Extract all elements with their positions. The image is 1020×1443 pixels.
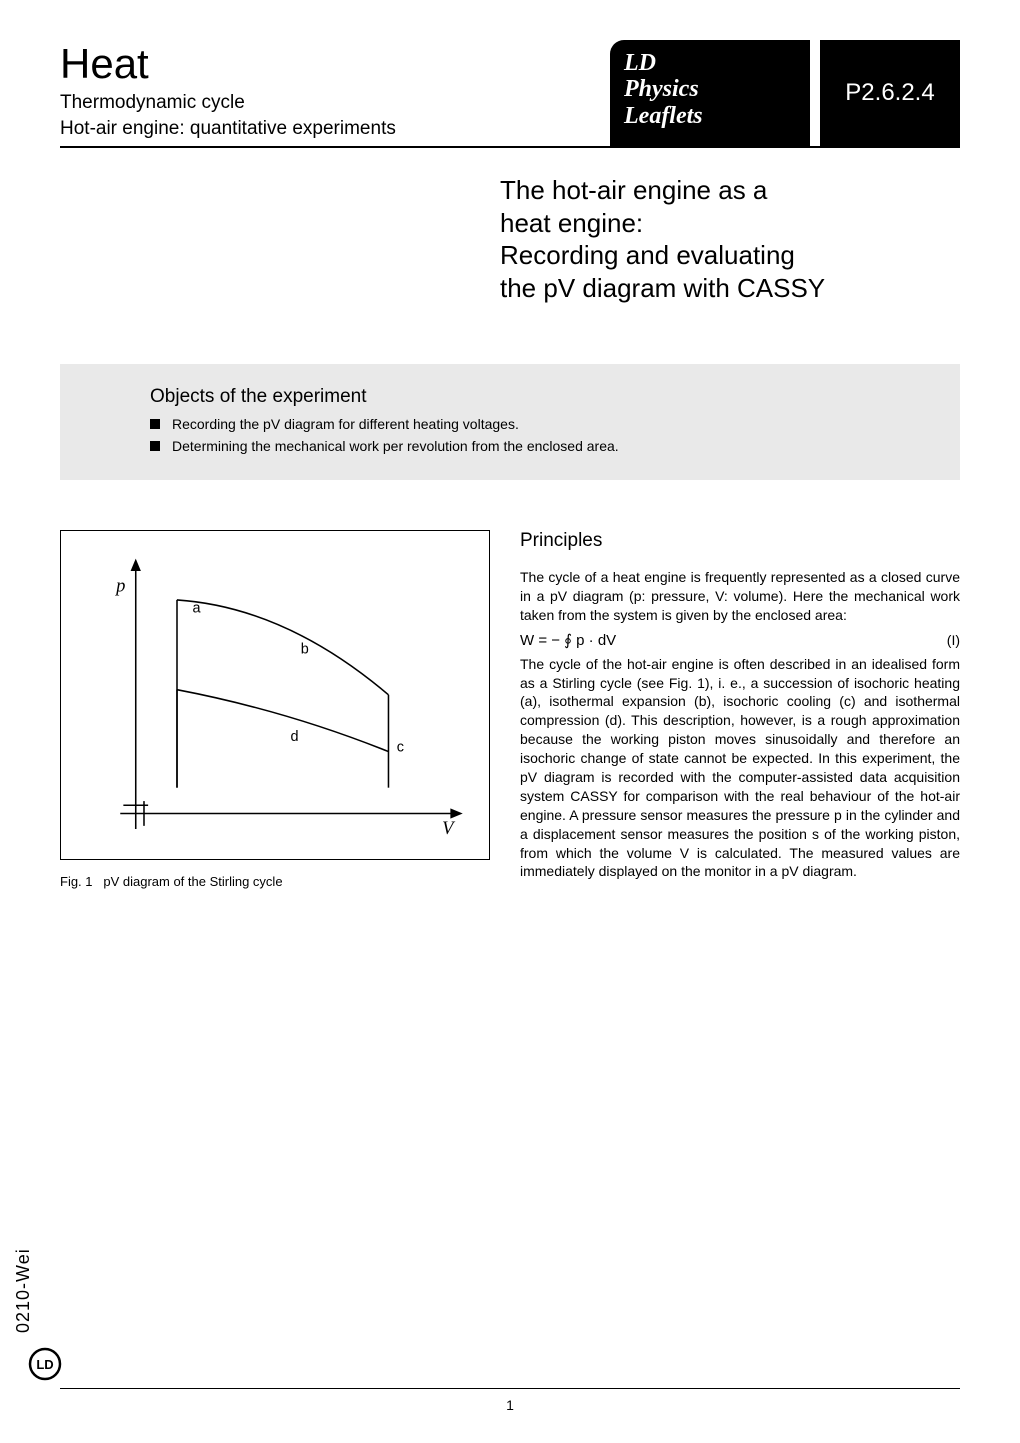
principles-heading: Principles [520, 530, 960, 552]
page-header: Heat Thermodynamic cycle Hot-air engine:… [60, 40, 960, 148]
axis-label-p: p [114, 576, 125, 597]
brand-box: LD Physics Leaflets [610, 40, 810, 146]
left-column: p V a b c d Fig. 1 pV diagram of the Sti… [60, 530, 490, 889]
v-axis-arrow-icon [450, 808, 462, 818]
axis-label-v: V [442, 818, 456, 839]
curve-label-d: d [290, 729, 298, 745]
objects-box: Objects of the experiment Recording the … [60, 364, 960, 480]
objects-list: Recording the pV diagram for different h… [150, 416, 932, 454]
subtitle-2: Hot-air engine: quantitative experiments [60, 118, 610, 140]
isotherm-top [177, 600, 388, 695]
exp-title-line-4: the pV diagram with CASSY [500, 272, 960, 305]
header-badges: LD Physics Leaflets P2.6.2.4 [610, 40, 960, 146]
equation-row: W = − ∮ p · dV (I) [520, 631, 960, 649]
figure-caption-label: Fig. 1 [60, 874, 93, 889]
equation-number: (I) [947, 632, 960, 648]
curve-label-b: b [301, 642, 309, 658]
brand-line-2: Physics [624, 76, 796, 102]
doc-code-side: 0210-Wei [13, 1248, 34, 1333]
equation: W = − ∮ p · dV [520, 631, 616, 649]
curve-label-c: c [397, 740, 404, 756]
experiment-title: The hot-air engine as a heat engine: Rec… [500, 174, 960, 304]
objects-item: Determining the mechanical work per revo… [150, 438, 932, 454]
header-left: Heat Thermodynamic cycle Hot-air engine:… [60, 40, 610, 146]
brand-line-1: LD [624, 50, 796, 76]
content-columns: p V a b c d Fig. 1 pV diagram of the Sti… [60, 530, 960, 889]
code-box: P2.6.2.4 [820, 40, 960, 146]
principles-para-1: The cycle of a heat engine is frequently… [520, 568, 960, 625]
footer-divider [60, 1388, 960, 1389]
figure-caption-text: pV diagram of the Stirling cycle [103, 874, 282, 889]
experiment-code: P2.6.2.4 [845, 79, 934, 107]
page-number: 1 [506, 1397, 514, 1413]
exp-title-line-1: The hot-air engine as a [500, 174, 960, 207]
objects-item: Recording the pV diagram for different h… [150, 416, 932, 432]
right-column: Principles The cycle of a heat engine is… [520, 530, 960, 889]
svg-text:LD: LD [36, 1357, 53, 1372]
figure-1: p V a b c d [60, 530, 490, 860]
exp-title-line-3: Recording and evaluating [500, 239, 960, 272]
pv-diagram-svg: p V a b c d [79, 549, 471, 851]
exp-title-line-2: heat engine: [500, 207, 960, 240]
isotherm-bottom [177, 690, 388, 752]
ld-logo-icon: LD [28, 1347, 62, 1381]
subtitle-1: Thermodynamic cycle [60, 92, 610, 114]
main-title: Heat [60, 40, 610, 88]
objects-heading: Objects of the experiment [150, 386, 932, 408]
figure-caption: Fig. 1 pV diagram of the Stirling cycle [60, 874, 490, 889]
p-axis-arrow-icon [131, 559, 141, 571]
principles-para-2: The cycle of the hot-air engine is often… [520, 655, 960, 882]
curve-label-a: a [192, 600, 201, 616]
brand-line-3: Leaflets [624, 103, 796, 129]
